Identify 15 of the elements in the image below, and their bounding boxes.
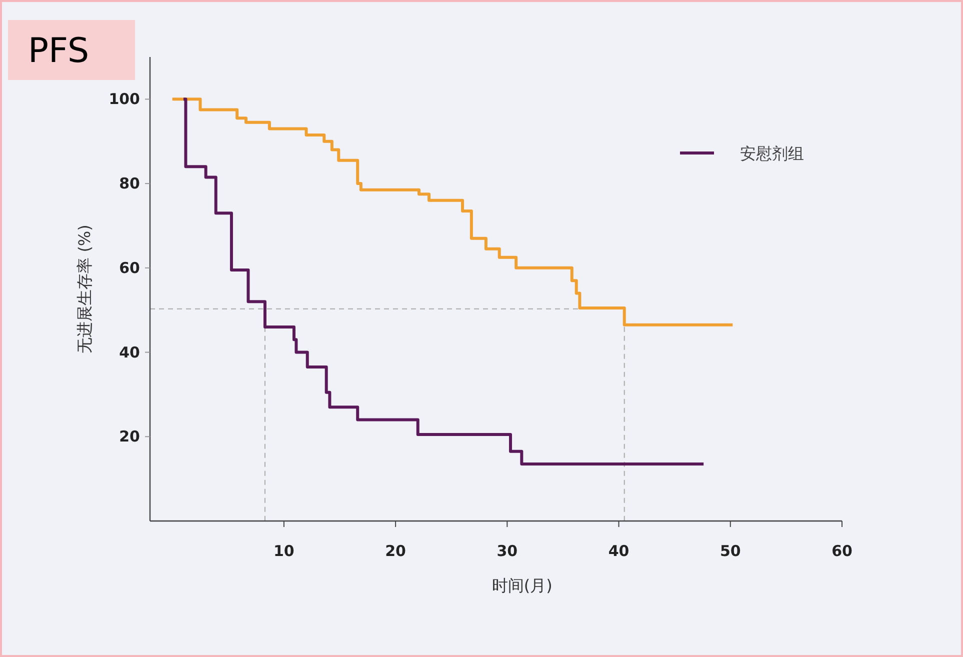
y-tick-label: 80 — [119, 174, 140, 193]
x-tick-label: 40 — [608, 542, 630, 560]
y-tick-label: 40 — [119, 343, 140, 362]
legend-label: 安慰剂组 — [740, 144, 804, 163]
x-tick-label: 60 — [832, 542, 852, 560]
y-axis-title: 无进展生存率 (%) — [75, 224, 94, 354]
chart-title: PFS — [28, 31, 90, 71]
x-tick-label: 10 — [274, 542, 294, 560]
y-tick-label: 100 — [108, 90, 140, 108]
x-tick-label: 20 — [385, 542, 406, 560]
x-tick-label: 30 — [496, 542, 518, 560]
x-axis-title: 时间(月) — [492, 576, 552, 595]
y-tick-label: 20 — [119, 428, 140, 446]
x-tick-label: 50 — [720, 542, 741, 560]
y-tick-label: 60 — [119, 258, 140, 277]
